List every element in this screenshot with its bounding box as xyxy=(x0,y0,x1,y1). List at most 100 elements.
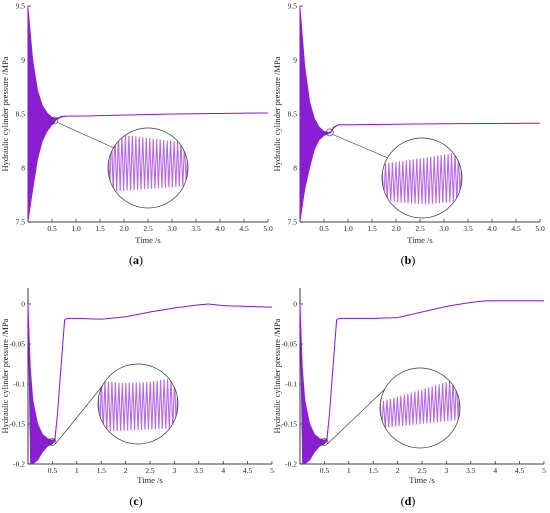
zoom-focus-circle xyxy=(325,128,334,137)
x-tick-label: 2.0 xyxy=(119,224,129,233)
zoom-inset-bg xyxy=(380,368,460,448)
x-tick-label: 2.5 xyxy=(145,466,155,475)
zoom-inset-border xyxy=(381,137,463,219)
x-tick-label: 2.0 xyxy=(391,224,401,233)
y-axis-label: Hydraulic cylinder pressure /MPa xyxy=(272,318,282,433)
x-tick-label: 3.5 xyxy=(463,224,473,233)
y-tick-label: 0 xyxy=(293,300,297,309)
panel-b: 0.5 1.0 1.5 2.0 2.5 3.0 3.5 4.0 4.5 5.0 7.5 8 8.5 9 9.… xyxy=(272,2,545,246)
zoom-inset-bg xyxy=(98,364,178,444)
panel-c: 0.5 1 1.5 2 2.5 3 3.5 4 4.5 5 -0.2 -0.15 -0.1 -0.05 0 T… xyxy=(0,288,274,485)
x-tick-label: 1 xyxy=(347,466,351,475)
y-tick-label: 8 xyxy=(293,164,297,173)
y-axis-label: Hydraulic cylinder pressure /MPa xyxy=(0,318,10,433)
x-tick-label: 4 xyxy=(221,466,225,475)
x-tick-label: 1.5 xyxy=(97,466,107,475)
panel-label-c: (c) xyxy=(129,494,142,508)
y-tick-label: 8.5 xyxy=(16,110,26,119)
x-tick-label: 2.5 xyxy=(143,224,153,233)
x-tick-label: 3.5 xyxy=(466,466,476,475)
x-tick-label: 0.5 xyxy=(47,224,57,233)
x-tick-label: 3.0 xyxy=(167,224,177,233)
zoom-oscillation xyxy=(98,377,178,432)
x-tick-label: 4.5 xyxy=(239,224,249,233)
zoom-oscillation xyxy=(382,151,462,205)
y-tick-label: -0.05 xyxy=(281,340,297,349)
x-tick-label: 2.5 xyxy=(415,224,425,233)
x-tick-label: 4.0 xyxy=(215,224,225,233)
zoom-inset xyxy=(108,132,188,192)
y-axis-label: Hydraulic cylinder pressure /MPa xyxy=(272,56,282,171)
y-tick-label: 9 xyxy=(293,56,297,65)
zoom-inset-bg xyxy=(382,138,462,218)
x-tick-label: 0.5 xyxy=(320,466,330,475)
x-tick-label: 3 xyxy=(173,466,177,475)
y-tick-label: -0.2 xyxy=(13,460,25,469)
y-tick-label: 8.5 xyxy=(288,110,298,119)
zoom-inset xyxy=(380,377,460,428)
x-tick-label: 4.5 xyxy=(515,466,525,475)
x-tick-label: 2.5 xyxy=(417,466,427,475)
x-tick-label: 1.5 xyxy=(367,224,377,233)
zoom-inset xyxy=(382,151,462,205)
y-tick-label: -0.2 xyxy=(285,460,297,469)
x-tick-label: 1.5 xyxy=(369,466,379,475)
y-tick-label: 8 xyxy=(21,164,25,173)
y-tick-label: -0.15 xyxy=(281,420,297,429)
x-tick-label: 4.5 xyxy=(243,466,253,475)
x-axis-label: Time /s xyxy=(409,475,434,485)
series-line xyxy=(299,300,544,444)
panel-label-b: (b) xyxy=(401,253,416,267)
x-tick-label: 5 xyxy=(542,466,546,475)
y-tick-label: 9.5 xyxy=(288,2,298,11)
zoom-connector xyxy=(57,122,115,149)
series-line xyxy=(27,112,269,126)
x-tick-label: 3.5 xyxy=(194,466,204,475)
panel-label-a: (a) xyxy=(129,253,143,267)
zoom-focus-circle xyxy=(48,438,57,446)
panel-a: 0.5 1.0 1.5 2.0 2.5 3.0 3.5 4.0 4.5 5.0 7.5 8 8.5 9 9.… xyxy=(0,2,273,246)
zoom-inset-border xyxy=(97,363,179,445)
zoom-inset xyxy=(98,377,178,432)
x-tick-label: 0.5 xyxy=(48,466,58,475)
series-line xyxy=(27,303,273,444)
y-tick-label: 0 xyxy=(21,300,25,309)
x-tick-label: 3 xyxy=(445,466,449,475)
x-tick-label: 3.5 xyxy=(191,224,201,233)
x-tick-label: 1.0 xyxy=(71,224,81,233)
y-tick-label: -0.05 xyxy=(9,340,25,349)
x-tick-label: 1.0 xyxy=(343,224,353,233)
zoom-oscillation xyxy=(380,377,460,428)
series-line xyxy=(299,113,540,136)
zoom-inset-border xyxy=(107,127,189,209)
x-tick-label: 2 xyxy=(124,466,128,475)
x-tick-label: 0.5 xyxy=(319,224,329,233)
y-tick-label: 7.5 xyxy=(16,218,26,227)
x-tick-label: 5.0 xyxy=(263,224,273,233)
y-tick-label: -0.15 xyxy=(9,420,25,429)
y-tick-label: -0.1 xyxy=(13,380,25,389)
x-tick-label: 5 xyxy=(270,466,274,475)
y-axis-label: Hydraulic cylinder pressure /MPa xyxy=(0,56,10,171)
zoom-focus-circle xyxy=(50,116,59,125)
x-tick-label: 1.5 xyxy=(95,224,105,233)
y-tick-label: 9 xyxy=(21,56,25,65)
zoom-connector xyxy=(332,134,389,159)
x-tick-label: 2 xyxy=(396,466,400,475)
x-axis-label: Time /s xyxy=(407,235,432,245)
x-tick-label: 4.5 xyxy=(511,224,521,233)
x-axis-label: Time /s xyxy=(135,235,160,245)
x-tick-label: 3.0 xyxy=(439,224,449,233)
x-axis-label: Time /s xyxy=(137,475,162,485)
panel-label-d: (d) xyxy=(401,494,416,508)
panel-d: 0.5 1 1.5 2 2.5 3 3.5 4 4.5 5 -0.2 -0.15 -0.1 -0.05 0 T… xyxy=(272,288,546,485)
x-tick-label: 4.0 xyxy=(487,224,497,233)
y-tick-label: 9.5 xyxy=(16,2,26,11)
zoom-connector xyxy=(55,383,105,445)
y-tick-label: 7.5 xyxy=(288,218,298,227)
zoom-oscillation xyxy=(108,132,188,192)
zoom-focus-circle xyxy=(320,438,329,446)
x-tick-label: 4 xyxy=(493,466,497,475)
zoom-connector xyxy=(327,387,387,445)
